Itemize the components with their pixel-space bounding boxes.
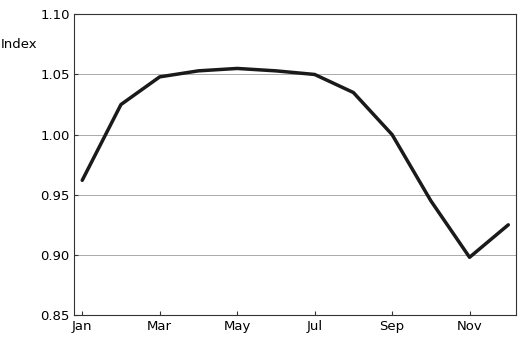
Text: Index: Index (1, 38, 37, 51)
